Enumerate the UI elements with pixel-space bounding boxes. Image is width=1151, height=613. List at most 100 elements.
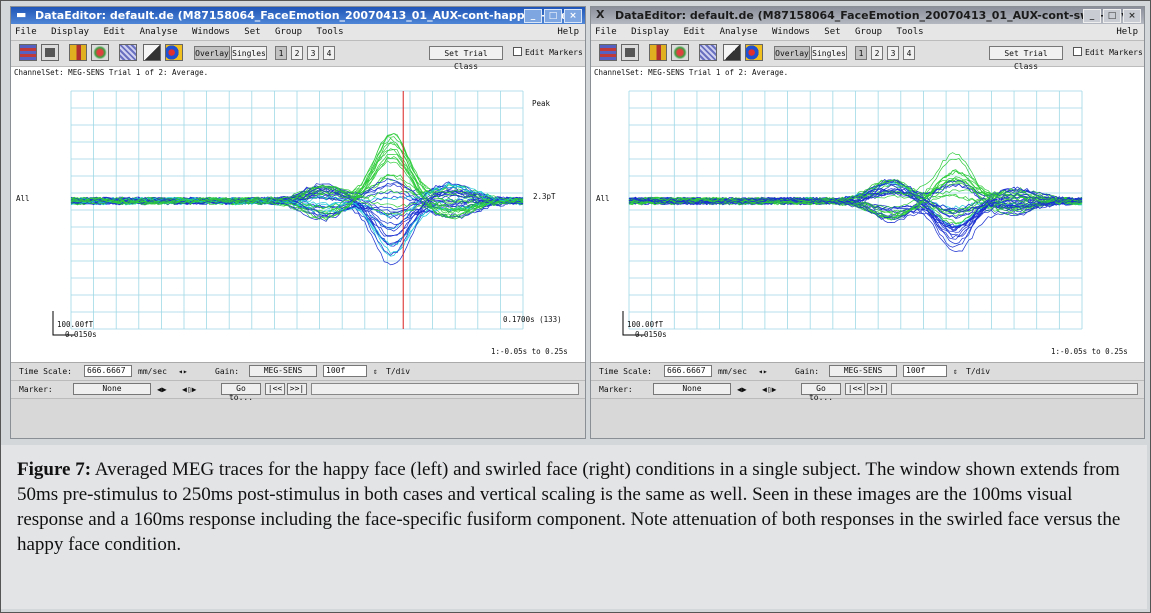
menu-bar: File Display Edit Analyse Windows Set Gr…	[11, 24, 585, 41]
scale-bar	[622, 311, 645, 336]
edit-markers-checkbox[interactable]: Edit Markers	[513, 47, 583, 57]
close-icon[interactable]: ×	[1123, 9, 1141, 23]
marker-select[interactable]: None	[653, 383, 731, 395]
marker-label: Marker:	[599, 385, 633, 394]
window-menu-icon[interactable]: X	[596, 8, 605, 21]
menu-file[interactable]: File	[595, 27, 617, 37]
spectrum-icon[interactable]	[723, 44, 741, 61]
menu-display[interactable]: Display	[631, 27, 670, 37]
meg-trace	[628, 179, 1083, 212]
last-page-button[interactable]: >>|	[287, 383, 307, 395]
close-icon[interactable]: ×	[564, 9, 582, 23]
cursor-time-label: 0.1700s (133)	[503, 315, 562, 324]
time-scrollbar[interactable]	[891, 383, 1138, 395]
print-icon[interactable]	[41, 44, 59, 61]
title-bar[interactable]: X DataEditor: default.de (M87158064_Face…	[591, 7, 1144, 24]
window-menu-icon[interactable]: ▬	[16, 8, 27, 21]
topography-icon[interactable]	[91, 44, 109, 61]
time-scale-input[interactable]: 666.6667	[84, 365, 132, 377]
trace-group	[70, 133, 524, 266]
channel-info: ChannelSet: MEG-SENS Trial 1 of 2: Avera…	[11, 67, 585, 79]
channel-group-label: All	[596, 194, 610, 203]
gain-input[interactable]: 100f	[903, 365, 947, 377]
gain-stepper-icon[interactable]: ⇕	[953, 367, 958, 376]
menu-windows[interactable]: Windows	[191, 27, 230, 37]
minimize-icon[interactable]: _	[524, 9, 542, 23]
menu-set[interactable]: Set	[824, 27, 841, 37]
step-back-icon[interactable]: ◀▯▶	[762, 385, 777, 394]
gain-channelset-button[interactable]: MEG-SENS	[249, 365, 317, 377]
first-page-button[interactable]: |<<	[265, 383, 285, 395]
gain-stepper-icon[interactable]: ⇕	[373, 367, 378, 376]
gain-channelset-button[interactable]: MEG-SENS	[829, 365, 897, 377]
singles-button[interactable]: Singles	[811, 46, 847, 60]
first-page-button[interactable]: |<<	[845, 383, 865, 395]
maximize-icon[interactable]: □	[544, 9, 562, 23]
menu-help[interactable]: Help	[1116, 27, 1138, 37]
time-scale-arrows-icon[interactable]: ◂▸	[178, 367, 188, 376]
menu-file[interactable]: File	[15, 27, 37, 37]
prev-next-marker-icon[interactable]: ◀▶	[157, 385, 167, 394]
marker-select[interactable]: None	[73, 383, 151, 395]
page-2-button[interactable]: 2	[871, 46, 883, 60]
goto-button[interactable]: Go to...	[801, 383, 841, 402]
page-4-button[interactable]: 4	[323, 46, 335, 60]
last-page-button[interactable]: >>|	[867, 383, 887, 395]
meg-trace	[628, 188, 1083, 219]
menu-tools[interactable]: Tools	[316, 27, 344, 37]
step-back-icon[interactable]: ◀▯▶	[182, 385, 197, 394]
spectrum-icon[interactable]	[143, 44, 161, 61]
waveform-plot[interactable]: All 100.00fT 0.0150s 1:-0.05s to 0.25s	[591, 79, 1144, 363]
menu-analyse[interactable]: Analyse	[139, 27, 178, 37]
topography-icon[interactable]	[671, 44, 689, 61]
window-title: DataEditor: default.de (M87158064_FaceEm…	[615, 9, 1141, 22]
brain-map-icon[interactable]	[745, 44, 763, 61]
page-4-button[interactable]: 4	[903, 46, 915, 60]
time-range-label: 1:-0.05s to 0.25s	[1051, 347, 1128, 356]
brain-map-icon[interactable]	[165, 44, 183, 61]
menu-tools[interactable]: Tools	[896, 27, 924, 37]
maximize-icon[interactable]: □	[1103, 9, 1121, 23]
page-1-button[interactable]: 1	[855, 46, 867, 60]
singles-button[interactable]: Singles	[231, 46, 267, 60]
waveform-plot[interactable]: Peak All 2.3pT 0.1700s (133) 100.00fT 0.…	[11, 79, 585, 363]
meg-trace	[70, 137, 524, 221]
page-2-button[interactable]: 2	[291, 46, 303, 60]
set-trial-class-button[interactable]: Set Trial Class	[429, 46, 503, 71]
channel-info: ChannelSet: MEG-SENS Trial 1 of 2: Avera…	[591, 67, 1144, 79]
menu-windows[interactable]: Windows	[771, 27, 810, 37]
gain-input[interactable]: 100f	[323, 365, 367, 377]
time-scrollbar[interactable]	[311, 383, 579, 395]
menu-analyse[interactable]: Analyse	[719, 27, 758, 37]
menu-help[interactable]: Help	[557, 27, 579, 37]
waveform-icon[interactable]	[599, 44, 617, 61]
minimize-icon[interactable]: _	[1083, 9, 1101, 23]
menu-edit[interactable]: Edit	[683, 27, 706, 37]
print-icon[interactable]	[621, 44, 639, 61]
overlay-traces-icon[interactable]	[119, 44, 137, 61]
overlay-button[interactable]: Overlay	[194, 46, 230, 60]
bar-chart-icon[interactable]	[69, 44, 87, 61]
menu-group[interactable]: Group	[274, 27, 303, 37]
meg-trace	[70, 133, 524, 206]
waveform-icon[interactable]	[19, 44, 37, 61]
page-1-button[interactable]: 1	[275, 46, 287, 60]
menu-set[interactable]: Set	[244, 27, 261, 37]
prev-next-marker-icon[interactable]: ◀▶	[737, 385, 747, 394]
time-scale-input[interactable]: 666.6667	[664, 365, 712, 377]
bar-chart-icon[interactable]	[649, 44, 667, 61]
time-scale-arrows-icon[interactable]: ◂▸	[758, 367, 768, 376]
page-3-button[interactable]: 3	[307, 46, 319, 60]
menu-group[interactable]: Group	[854, 27, 883, 37]
menu-display[interactable]: Display	[51, 27, 90, 37]
edit-markers-checkbox[interactable]: Edit Markers	[1073, 47, 1143, 57]
menu-edit[interactable]: Edit	[103, 27, 126, 37]
menu-bar: File Display Edit Analyse Windows Set Gr…	[591, 24, 1144, 41]
title-bar[interactable]: ▬ DataEditor: default.de (M87158064_Face…	[11, 7, 585, 24]
set-trial-class-button[interactable]: Set Trial Class	[989, 46, 1063, 71]
page-3-button[interactable]: 3	[887, 46, 899, 60]
overlay-traces-icon[interactable]	[699, 44, 717, 61]
time-scale-row: Time Scale: 666.6667 mm/sec ◂▸ Gain: MEG…	[591, 363, 1144, 381]
goto-button[interactable]: Go to...	[221, 383, 261, 402]
overlay-button[interactable]: Overlay	[774, 46, 810, 60]
